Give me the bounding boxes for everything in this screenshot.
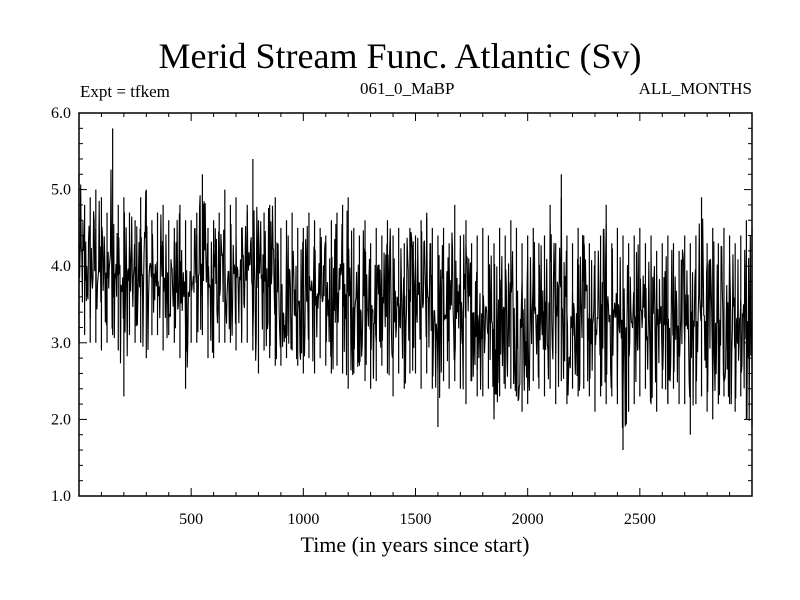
x-tick-label: 2000	[512, 511, 544, 528]
y-tick-label: 2.0	[51, 411, 71, 428]
tick-layer: 500 1000 1500 2000 2500 1.0 2.0 3.0 4.0 5.0 6.0	[51, 105, 752, 528]
months-label: ALL_MONTHS	[638, 79, 752, 98]
series-layer	[78, 128, 753, 451]
y-tick-label: 5.0	[51, 182, 71, 199]
y-tick-label: 1.0	[51, 488, 71, 505]
y-tick-label: 3.0	[51, 335, 71, 352]
y-tick-label: 6.0	[51, 105, 71, 122]
chart-title: Merid Stream Func. Atlantic (Sv)	[158, 36, 642, 76]
x-axis-title: Time (in years since start)	[301, 532, 530, 557]
x-tick-label: 1500	[400, 511, 432, 528]
experiment-label: Expt = tfkem	[80, 82, 170, 101]
y-tick-label: 4.0	[51, 258, 71, 275]
period-label: 061_0_MaBP	[360, 79, 455, 98]
x-tick-label: 1000	[287, 511, 319, 528]
x-tick-label: 500	[179, 511, 203, 528]
x-tick-label: 2500	[624, 511, 656, 528]
